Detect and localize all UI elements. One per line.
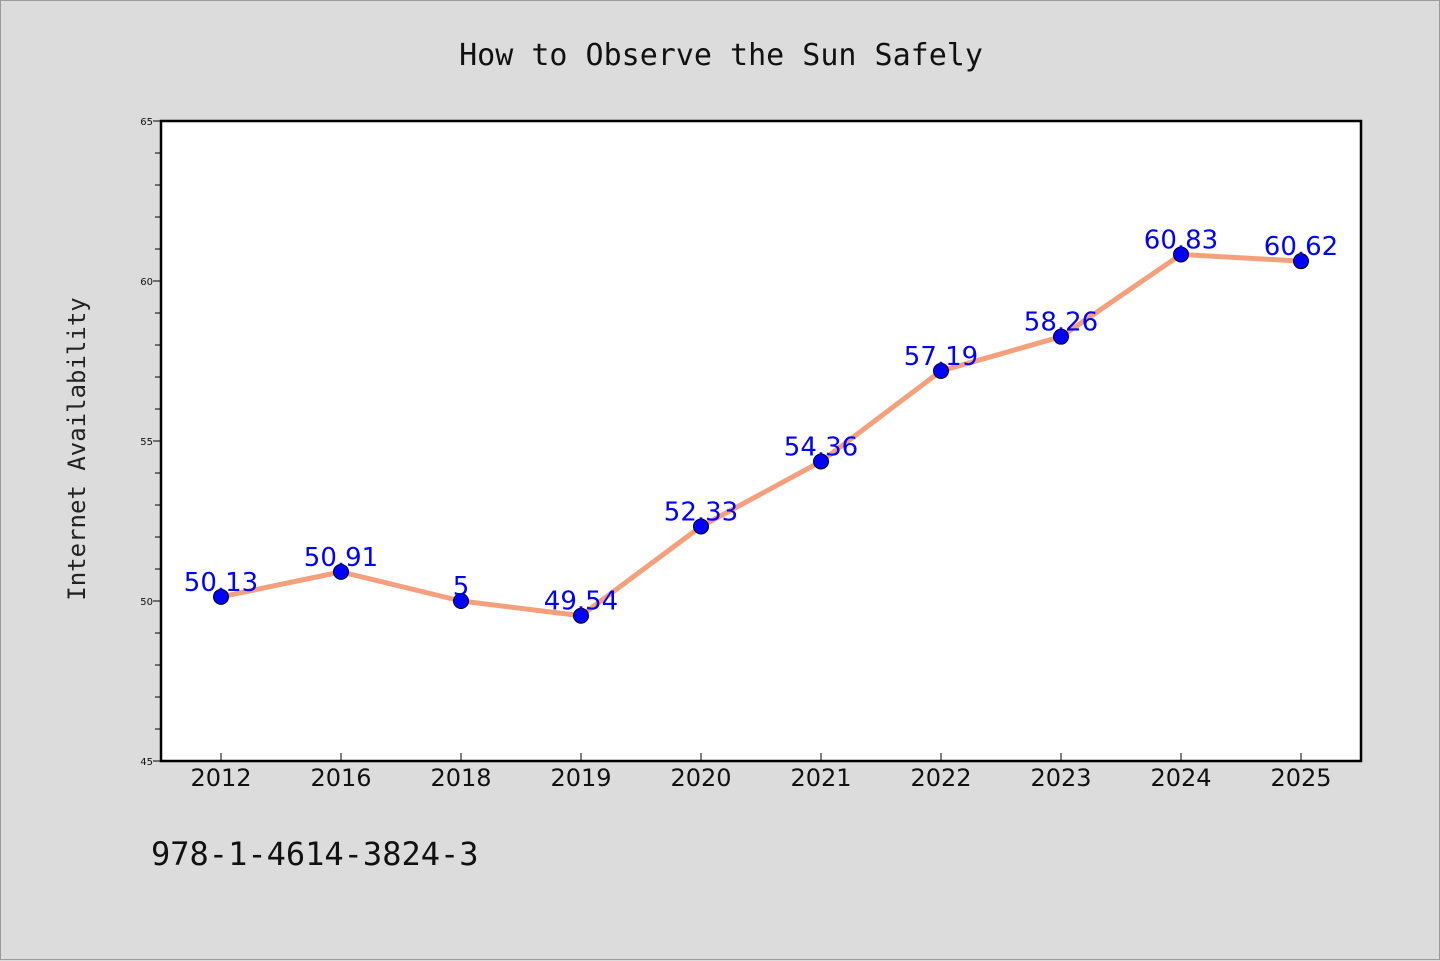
data-label: 60.83 [1144, 225, 1218, 255]
data-point [1293, 253, 1309, 270]
data-point [453, 593, 469, 609]
y-tick-label: 65 [140, 117, 153, 128]
y-axis: 45 50 55 60 65 [140, 117, 161, 768]
data-label: 60.62 [1264, 232, 1338, 262]
data-label: 49.54 [544, 587, 618, 617]
data-point [1173, 246, 1189, 263]
data-label: 5 [453, 572, 470, 602]
data-point [933, 362, 949, 379]
x-tick-label: 2025 [1270, 764, 1331, 792]
x-tick-label: 2021 [790, 764, 851, 792]
y-tick-label: 50 [140, 597, 153, 608]
data-point [1053, 328, 1069, 345]
chart-title: How to Observe the Sun Safely [459, 38, 983, 73]
isbn-footer: 978-1-4614-3824-3 [151, 835, 479, 873]
y-tick-label: 45 [140, 757, 153, 768]
plot-area [159, 119, 1363, 763]
x-tick-label: 2022 [910, 764, 971, 792]
series-line [218, 251, 1304, 619]
y-tick-label: 55 [140, 437, 153, 448]
x-tick-label: 2020 [670, 764, 731, 792]
data-point [333, 563, 349, 580]
data-point [693, 518, 709, 535]
data-label: 58.26 [1024, 308, 1098, 338]
data-label: 57.19 [904, 342, 978, 372]
data-point [813, 453, 829, 470]
data-label: 54.36 [784, 432, 858, 462]
y-tick-label: 60 [140, 277, 153, 288]
x-tick-label: 2019 [550, 764, 611, 792]
x-tick-label: 2023 [1030, 764, 1091, 792]
series-group: 50.13 50.91 5 49.54 52.33 54.36 57.19 58.26 60.8… [184, 225, 1338, 624]
y-axis-label: Internet Availability [63, 297, 91, 600]
data-point [213, 588, 229, 605]
data-label: 50.91 [304, 543, 378, 573]
data-point [573, 607, 589, 624]
x-tick-label: 2024 [1150, 764, 1211, 792]
x-axis: 2012 2016 2018 2019 2020 2021 2022 2023 2024 2025 [190, 753, 1332, 792]
data-label: 52.33 [664, 497, 738, 527]
x-tick-label: 2016 [310, 764, 371, 792]
data-label: 50.13 [184, 568, 258, 598]
x-tick-label: 2018 [430, 764, 491, 792]
x-tick-label: 2012 [190, 764, 251, 792]
